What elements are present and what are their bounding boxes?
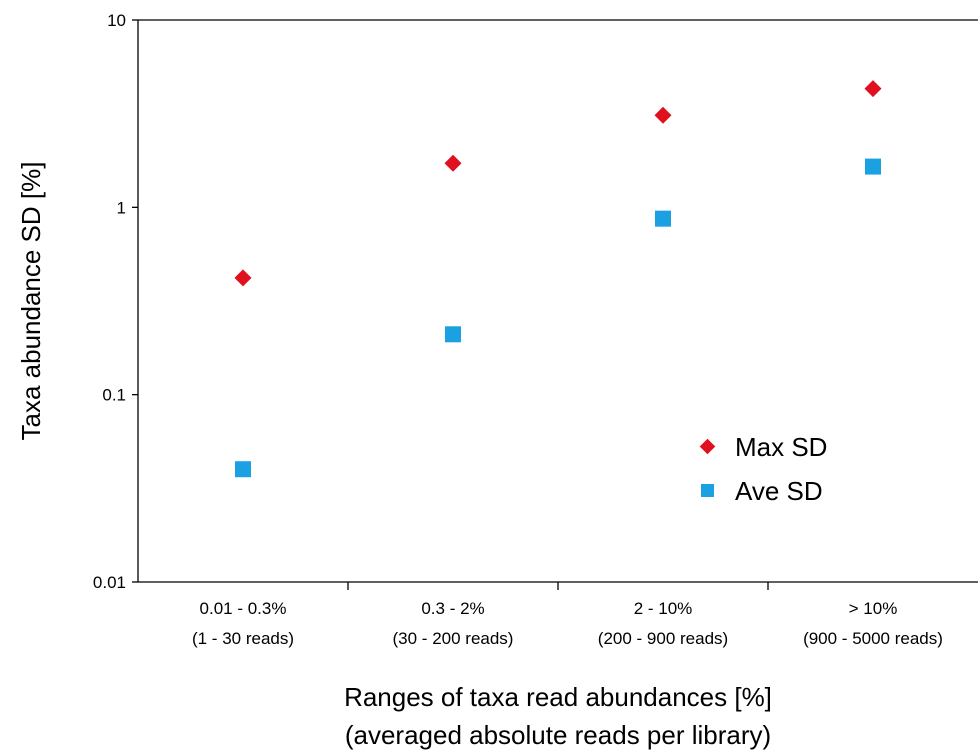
point-max-sd	[654, 106, 672, 124]
x-category-label-range: 0.01 - 0.3%	[200, 599, 287, 618]
x-category-label-reads: (30 - 200 reads)	[393, 629, 514, 648]
legend-label-max-sd: Max SD	[735, 432, 827, 462]
point-ave-sd	[865, 158, 881, 175]
legend-marker-max-sd	[699, 438, 716, 455]
point-max-sd	[864, 80, 882, 98]
x-category-label-range: > 10%	[849, 599, 898, 618]
point-ave-sd	[445, 326, 461, 343]
x-category-label-reads: (900 - 5000 reads)	[803, 629, 943, 648]
legend: Max SD Ave SD	[699, 432, 827, 506]
x-axis-title-line1: Ranges of taxa read abundances [%]	[344, 682, 772, 712]
x-category-label-reads: (1 - 30 reads)	[192, 629, 294, 648]
legend-label-ave-sd: Ave SD	[735, 476, 823, 506]
y-tick-label: 0.01	[93, 573, 126, 592]
x-category-label-range: 0.3 - 2%	[421, 599, 484, 618]
x-category-label-reads: (200 - 900 reads)	[598, 629, 728, 648]
point-ave-sd	[235, 461, 251, 478]
point-ave-sd	[655, 210, 671, 227]
x-axis-category-labels: 0.01 - 0.3% (1 - 30 reads) 0.3 - 2% (30 - 2…	[192, 599, 943, 648]
x-axis-title-line2: (averaged absolute reads per library)	[345, 720, 771, 750]
y-axis-title: Taxa abundance SD [%]	[16, 162, 46, 441]
x-category-label-range: 2 - 10%	[634, 599, 693, 618]
x-axis-ticks	[347, 582, 769, 590]
y-tick-label: 0.1	[102, 386, 126, 405]
legend-marker-ave-sd	[701, 484, 714, 497]
point-max-sd	[234, 269, 252, 287]
plot-frame	[137, 19, 978, 583]
y-tick-label: 1	[117, 198, 126, 217]
data-points	[234, 80, 882, 478]
y-tick-label: 10	[107, 11, 126, 30]
point-max-sd	[444, 154, 462, 172]
y-axis-ticks: 0.01 0.1 1 10	[93, 11, 138, 592]
